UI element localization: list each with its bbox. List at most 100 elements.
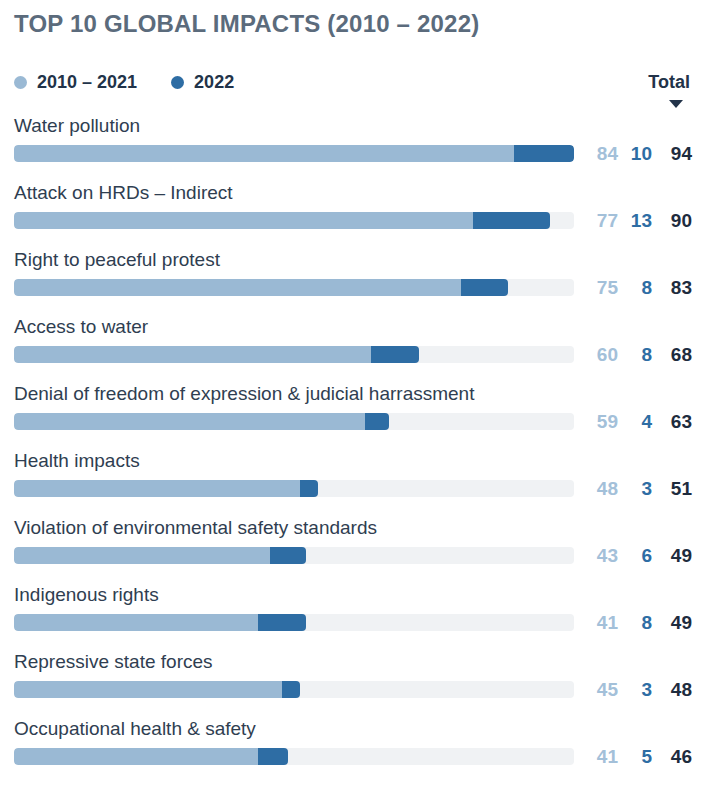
- bar-line: 41 8 49: [14, 614, 692, 631]
- sort-descending-icon: [669, 100, 683, 108]
- value-2010-2021: 45: [574, 681, 618, 698]
- bar-segment-2010-2021: [14, 145, 514, 162]
- impact-label: Health impacts: [14, 449, 692, 473]
- bar-line: 84 10 94: [14, 145, 692, 162]
- impact-row: Indigenous rights 41 8 49: [14, 583, 692, 631]
- bar-segment-2010-2021: [14, 681, 282, 698]
- value-2022: 10: [618, 145, 652, 162]
- value-2010-2021: 48: [574, 480, 618, 497]
- total-sort-header[interactable]: Total: [648, 72, 692, 108]
- impact-row: Health impacts 48 3 51: [14, 449, 692, 497]
- bar-fill: [14, 279, 508, 296]
- bar-track: [14, 145, 574, 162]
- impact-rows: Water pollution 84 10 94 Attack on HRDs …: [14, 114, 692, 765]
- legend-item-2022[interactable]: 2022: [171, 72, 234, 93]
- value-total: 63: [652, 413, 692, 430]
- impact-row: Occupational health & safety 41 5 46: [14, 717, 692, 765]
- value-2010-2021: 41: [574, 614, 618, 631]
- value-total: 83: [652, 279, 692, 296]
- value-total: 94: [652, 145, 692, 162]
- value-2022: 8: [618, 346, 652, 363]
- legend-dot-2010-2021-icon: [14, 76, 27, 89]
- value-2022: 8: [618, 279, 652, 296]
- bar-segment-2022: [371, 346, 419, 363]
- bar-line: 59 4 63: [14, 413, 692, 430]
- value-total: 49: [652, 614, 692, 631]
- legend-label-2022: 2022: [194, 72, 234, 93]
- impact-row: Water pollution 84 10 94: [14, 114, 692, 162]
- bar-line: 45 3 48: [14, 681, 692, 698]
- value-total: 48: [652, 681, 692, 698]
- bar-fill: [14, 145, 574, 162]
- value-2022: 6: [618, 547, 652, 564]
- bar-line: 60 8 68: [14, 346, 692, 363]
- impact-label: Repressive state forces: [14, 650, 692, 674]
- value-2022: 4: [618, 413, 652, 430]
- impact-row: Right to peaceful protest 75 8 83: [14, 248, 692, 296]
- legend-item-2010-2021[interactable]: 2010 – 2021: [14, 72, 137, 93]
- value-2022: 3: [618, 480, 652, 497]
- bar-track: [14, 480, 574, 497]
- value-2022: 5: [618, 748, 652, 765]
- bar-line: 41 5 46: [14, 748, 692, 765]
- bar-segment-2010-2021: [14, 413, 365, 430]
- impact-label: Violation of environmental safety standa…: [14, 516, 692, 540]
- bar-segment-2010-2021: [14, 346, 371, 363]
- bar-segment-2010-2021: [14, 480, 300, 497]
- bar-fill: [14, 413, 389, 430]
- bar-segment-2022: [514, 145, 574, 162]
- bar-segment-2010-2021: [14, 614, 258, 631]
- bar-segment-2010-2021: [14, 212, 473, 229]
- bar-segment-2022: [258, 614, 306, 631]
- impact-label: Water pollution: [14, 114, 692, 138]
- legend-dot-2022-icon: [171, 76, 184, 89]
- bar-segment-2022: [258, 748, 288, 765]
- impact-row: Attack on HRDs – Indirect 77 13 90: [14, 181, 692, 229]
- impact-row: Denial of freedom of expression & judici…: [14, 382, 692, 430]
- value-2010-2021: 43: [574, 547, 618, 564]
- legend-row: 2010 – 2021 2022 Total: [14, 72, 692, 108]
- value-2022: 3: [618, 681, 652, 698]
- value-2022: 8: [618, 614, 652, 631]
- value-2010-2021: 77: [574, 212, 618, 229]
- bar-line: 77 13 90: [14, 212, 692, 229]
- impact-label: Indigenous rights: [14, 583, 692, 607]
- impact-label: Right to peaceful protest: [14, 248, 692, 272]
- chart-title: TOP 10 GLOBAL IMPACTS (2010 – 2022): [14, 10, 692, 38]
- bar-fill: [14, 212, 550, 229]
- bar-fill: [14, 547, 306, 564]
- bar-track: [14, 413, 574, 430]
- bar-segment-2010-2021: [14, 748, 258, 765]
- impact-label: Occupational health & safety: [14, 717, 692, 741]
- legend: 2010 – 2021 2022: [14, 72, 234, 93]
- impact-row: Repressive state forces 45 3 48: [14, 650, 692, 698]
- bar-fill: [14, 748, 288, 765]
- bar-segment-2022: [461, 279, 509, 296]
- bar-line: 48 3 51: [14, 480, 692, 497]
- value-total: 68: [652, 346, 692, 363]
- bar-track: [14, 547, 574, 564]
- bar-track: [14, 212, 574, 229]
- value-2010-2021: 41: [574, 748, 618, 765]
- value-total: 49: [652, 547, 692, 564]
- bar-track: [14, 681, 574, 698]
- bar-fill: [14, 681, 300, 698]
- bar-track: [14, 346, 574, 363]
- chart-card: TOP 10 GLOBAL IMPACTS (2010 – 2022) 2010…: [0, 0, 722, 788]
- bar-fill: [14, 346, 419, 363]
- bar-line: 43 6 49: [14, 547, 692, 564]
- impact-label: Denial of freedom of expression & judici…: [14, 382, 692, 406]
- bar-segment-2022: [282, 681, 300, 698]
- bar-segment-2022: [270, 547, 306, 564]
- value-total: 51: [652, 480, 692, 497]
- impact-row: Access to water 60 8 68: [14, 315, 692, 363]
- bar-fill: [14, 480, 318, 497]
- bar-fill: [14, 614, 306, 631]
- bar-segment-2010-2021: [14, 547, 270, 564]
- value-total: 46: [652, 748, 692, 765]
- bar-segment-2010-2021: [14, 279, 461, 296]
- value-total: 90: [652, 212, 692, 229]
- bar-segment-2022: [365, 413, 389, 430]
- value-2022: 13: [618, 212, 652, 229]
- bar-segment-2022: [473, 212, 550, 229]
